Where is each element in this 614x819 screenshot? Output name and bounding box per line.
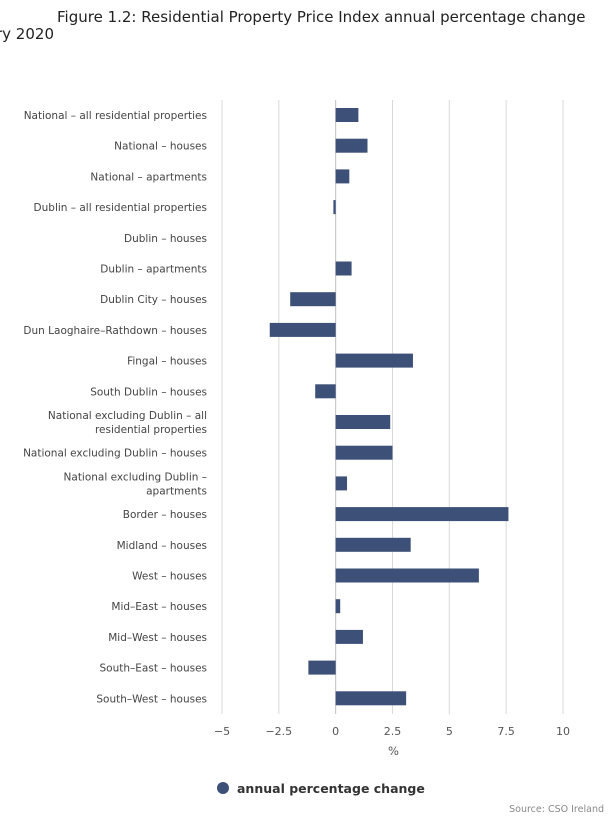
category-label: Fingal – houses — [127, 356, 207, 368]
bar — [333, 200, 336, 215]
chart-title-continuation: ry 2020 — [0, 25, 54, 43]
bar — [335, 353, 413, 368]
x-tick-label: 10 — [556, 725, 570, 738]
x-tick-label: 0 — [332, 725, 339, 738]
category-label: National – apartments — [90, 171, 207, 183]
category-label: National excluding Dublin – apartments — [64, 471, 207, 497]
category-label: West – houses — [132, 571, 207, 583]
bar — [335, 445, 393, 460]
bar — [315, 384, 336, 399]
category-label: National – all residential properties — [24, 110, 207, 122]
x-axis-title: % — [388, 744, 399, 758]
bar — [335, 568, 479, 583]
category-label: Border – houses — [123, 509, 207, 521]
category-label: Dublin City – houses — [100, 294, 207, 306]
x-tick-label: 7.5 — [497, 725, 515, 738]
category-label: Dublin – houses — [124, 233, 207, 245]
category-label: South–East – houses — [100, 663, 207, 675]
legend[interactable]: annual percentage change — [217, 781, 425, 796]
bar — [308, 660, 336, 675]
x-tick-label: −5 — [214, 725, 230, 738]
bar — [335, 169, 350, 184]
bars — [269, 108, 509, 706]
x-tick-label: 2.5 — [384, 725, 402, 738]
x-tick-labels: −5 −2.5 0 2.5 5 7.5 10 — [214, 725, 570, 738]
bar — [335, 261, 352, 276]
category-label: South–West – houses — [96, 693, 207, 705]
category-label: National – houses — [114, 141, 207, 153]
category-label: Dublin – all residential properties — [34, 202, 207, 214]
bar — [335, 599, 341, 614]
category-label: Mid–West – houses — [108, 632, 207, 644]
bar — [335, 691, 407, 706]
grid-lines — [221, 100, 564, 714]
category-label: Mid–East – houses — [111, 601, 207, 613]
category-label: National excluding Dublin – all residenti… — [48, 410, 207, 436]
bar — [335, 415, 391, 429]
bar — [335, 138, 368, 153]
source-credit: Source: CSO Ireland — [509, 804, 604, 815]
category-labels: National – all residential properties Nat… — [23, 110, 207, 705]
category-label: National excluding Dublin – houses — [23, 448, 207, 460]
bar — [335, 507, 509, 522]
bar — [335, 629, 363, 644]
x-tick-label: −2.5 — [265, 725, 292, 738]
bar — [290, 292, 336, 307]
legend-marker — [217, 782, 229, 794]
category-label: Dun Laoghaire–Rathdown – houses — [23, 325, 207, 337]
category-label: South Dublin – houses — [90, 386, 207, 398]
x-tick-label: 5 — [446, 725, 453, 738]
category-label: Midland – houses — [117, 540, 207, 552]
bar — [269, 322, 336, 337]
bar — [335, 476, 348, 491]
category-label: Dublin – apartments — [100, 264, 207, 276]
bar — [335, 108, 359, 122]
chart-title: Figure 1.2: Residential Property Price I… — [57, 8, 586, 26]
legend-label: annual percentage change — [237, 781, 425, 796]
bar — [335, 537, 411, 552]
